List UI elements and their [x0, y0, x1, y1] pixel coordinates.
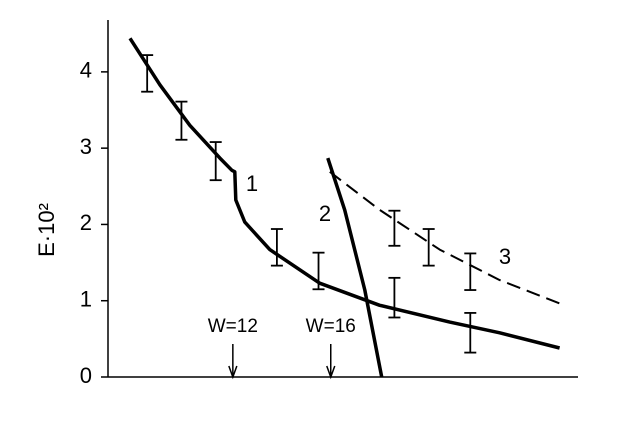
curve	[128, 37, 561, 350]
curve-label: 3	[499, 244, 511, 269]
y-tick-label: 4	[80, 58, 92, 83]
y-axis-label: E·10²	[34, 203, 59, 257]
annotation: W=12	[208, 316, 258, 337]
error-bar	[388, 276, 401, 319]
curve-label: 1	[246, 171, 258, 196]
curve-label: 2	[319, 201, 331, 226]
curve	[329, 171, 565, 307]
curve	[326, 157, 384, 378]
error-bar	[141, 54, 154, 93]
error-bar	[464, 312, 477, 354]
annotation: W=16	[306, 316, 356, 337]
error-bar	[209, 141, 222, 182]
y-tick-label: 2	[80, 210, 92, 235]
annotation-arrowhead	[228, 365, 238, 380]
error-bar	[422, 228, 435, 267]
error-bar	[312, 251, 325, 291]
annotation-arrowhead	[326, 365, 336, 380]
y-tick-label: 3	[80, 134, 92, 159]
y-tick-label: 0	[80, 363, 92, 388]
y-tick-label: 1	[80, 287, 92, 312]
error-bar	[464, 252, 477, 291]
error-bar	[175, 100, 188, 141]
error-bar	[270, 228, 283, 267]
error-bar	[388, 209, 401, 247]
